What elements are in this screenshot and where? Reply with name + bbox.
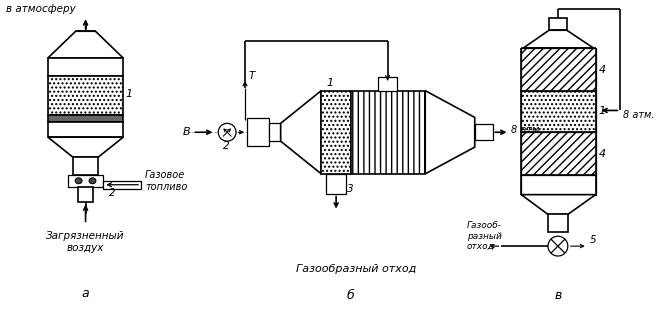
Text: В: В <box>183 127 190 137</box>
Text: в: в <box>554 289 561 302</box>
Bar <box>77 187 93 202</box>
Text: 8 атм.: 8 атм. <box>511 125 543 135</box>
Text: а: а <box>81 287 89 300</box>
Bar <box>247 118 269 146</box>
Bar <box>103 181 141 189</box>
Bar <box>321 91 351 174</box>
Text: 5: 5 <box>590 235 596 245</box>
Bar <box>521 48 596 91</box>
Polygon shape <box>281 91 321 174</box>
Bar <box>48 122 123 137</box>
Text: 2: 2 <box>109 188 116 198</box>
Bar <box>378 77 397 91</box>
Bar <box>521 132 596 175</box>
Bar <box>73 157 99 175</box>
Text: 3: 3 <box>347 184 354 194</box>
Bar <box>48 58 123 76</box>
Bar <box>269 123 281 141</box>
Ellipse shape <box>75 178 82 184</box>
Text: 8 атм.: 8 атм. <box>624 111 655 120</box>
Text: Газовое
топливо: Газовое топливо <box>145 170 187 192</box>
Bar <box>521 91 596 132</box>
Bar <box>548 215 568 232</box>
Bar <box>351 91 425 174</box>
Bar <box>475 124 493 140</box>
Text: 4: 4 <box>598 65 606 75</box>
Ellipse shape <box>89 178 96 184</box>
Text: Газооб-
разный
отход: Газооб- разный отход <box>467 221 502 251</box>
Text: б: б <box>347 289 355 302</box>
Bar <box>48 115 123 122</box>
Polygon shape <box>521 195 596 215</box>
Bar <box>326 174 346 194</box>
Polygon shape <box>48 137 123 157</box>
Text: Газообразный отход: Газообразный отход <box>296 264 416 274</box>
Bar <box>48 76 123 115</box>
Bar <box>75 31 95 44</box>
Text: 1: 1 <box>125 89 132 99</box>
Text: 2: 2 <box>223 141 230 151</box>
Text: 4: 4 <box>598 149 606 159</box>
Text: Загрязненный
воздух: Загрязненный воздух <box>46 232 125 253</box>
Bar <box>68 175 103 187</box>
Polygon shape <box>425 91 475 174</box>
Circle shape <box>548 236 568 256</box>
Polygon shape <box>523 30 594 48</box>
Bar <box>521 175 596 195</box>
Bar <box>549 18 567 30</box>
Text: 1: 1 <box>326 78 334 88</box>
Text: 1: 1 <box>598 106 606 117</box>
Circle shape <box>218 123 236 141</box>
Polygon shape <box>48 31 123 58</box>
Text: Т: Т <box>249 71 256 81</box>
Text: в атмосферу: в атмосферу <box>7 4 76 14</box>
